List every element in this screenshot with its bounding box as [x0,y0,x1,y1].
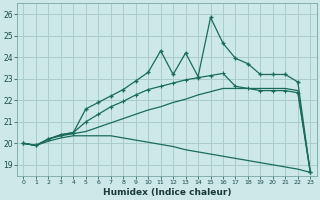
X-axis label: Humidex (Indice chaleur): Humidex (Indice chaleur) [103,188,231,197]
